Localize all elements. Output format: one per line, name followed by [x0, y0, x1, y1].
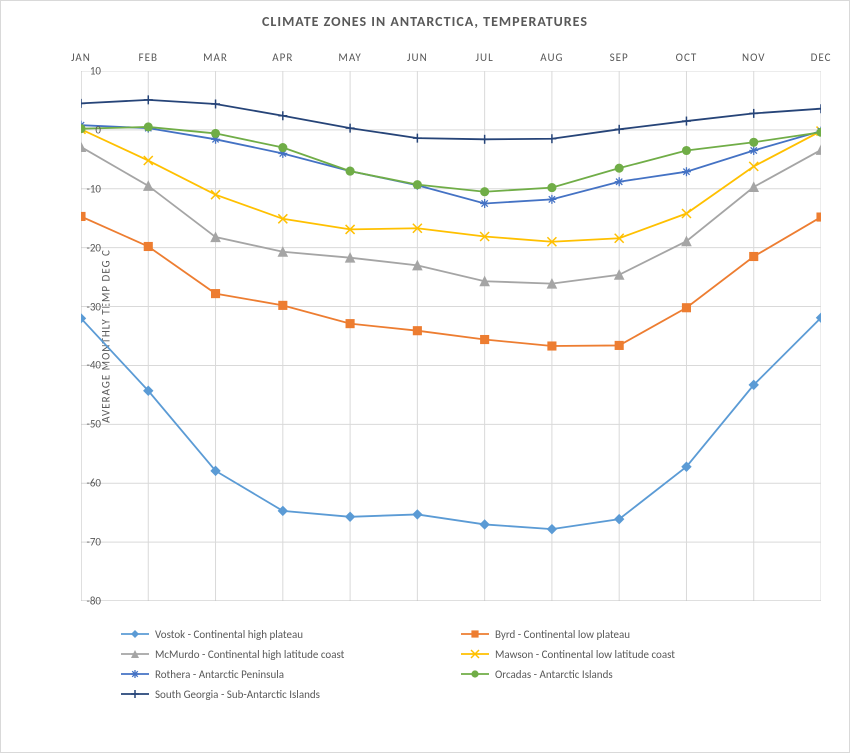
y-tick-label: -40 [61, 359, 101, 372]
y-tick-label: -50 [61, 418, 101, 431]
legend-swatch [461, 647, 489, 661]
x-tick-label: AUG [540, 51, 563, 64]
x-tick-label: OCT [676, 51, 698, 64]
legend-label: South Georgia - Sub-Antarctic Islands [155, 688, 320, 701]
legend-swatch [121, 687, 149, 701]
legend-item: Vostok - Continental high plateau [121, 625, 461, 643]
legend-label: Rothera - Antarctic Peninsula [155, 668, 284, 681]
x-tick-label: FEB [139, 51, 158, 64]
legend-label: Vostok - Continental high plateau [155, 628, 303, 641]
y-tick-label: -10 [61, 182, 101, 195]
y-tick-label: 10 [61, 65, 101, 78]
x-tick-label: SEP [610, 51, 629, 64]
x-tick-label: DEC [811, 51, 832, 64]
x-tick-label: MAR [203, 51, 228, 64]
chart-title: CLIMATE ZONES IN ANTARCTICA, TEMPERATURE… [1, 13, 849, 30]
legend-swatch [461, 627, 489, 641]
plot-svg [81, 71, 821, 601]
legend-item: Mawson - Continental low latitude coast [461, 645, 801, 663]
legend-item: Byrd - Continental low plateau [461, 625, 801, 643]
y-tick-label: -20 [61, 241, 101, 254]
plot-area [81, 71, 821, 601]
x-tick-label: JUL [476, 51, 494, 64]
legend-item: McMurdo - Continental high latitude coas… [121, 645, 461, 663]
legend-label: Byrd - Continental low plateau [495, 628, 630, 641]
y-tick-label: -60 [61, 477, 101, 490]
y-tick-label: -70 [61, 536, 101, 549]
legend-swatch [121, 667, 149, 681]
x-tick-label: JAN [71, 51, 91, 64]
legend: Vostok - Continental high plateau Byrd - … [121, 625, 821, 705]
legend-label: McMurdo - Continental high latitude coas… [155, 648, 344, 661]
legend-swatch [461, 667, 489, 681]
x-tick-label: JUN [407, 51, 428, 64]
y-tick-label: 0 [61, 123, 101, 136]
legend-item: Orcadas - Antarctic Islands [461, 665, 801, 683]
legend-label: Mawson - Continental low latitude coast [495, 648, 675, 661]
legend-swatch [121, 627, 149, 641]
y-tick-label: -30 [61, 300, 101, 313]
legend-label: Orcadas - Antarctic Islands [495, 668, 613, 681]
x-tick-label: MAY [338, 51, 361, 64]
x-tick-label: APR [272, 51, 293, 64]
y-tick-label: -80 [61, 595, 101, 608]
chart-container: CLIMATE ZONES IN ANTARCTICA, TEMPERATURE… [0, 0, 850, 753]
legend-swatch [121, 647, 149, 661]
legend-item: South Georgia - Sub-Antarctic Islands [121, 685, 461, 703]
legend-item: Rothera - Antarctic Peninsula [121, 665, 461, 683]
x-tick-label: NOV [742, 51, 766, 64]
